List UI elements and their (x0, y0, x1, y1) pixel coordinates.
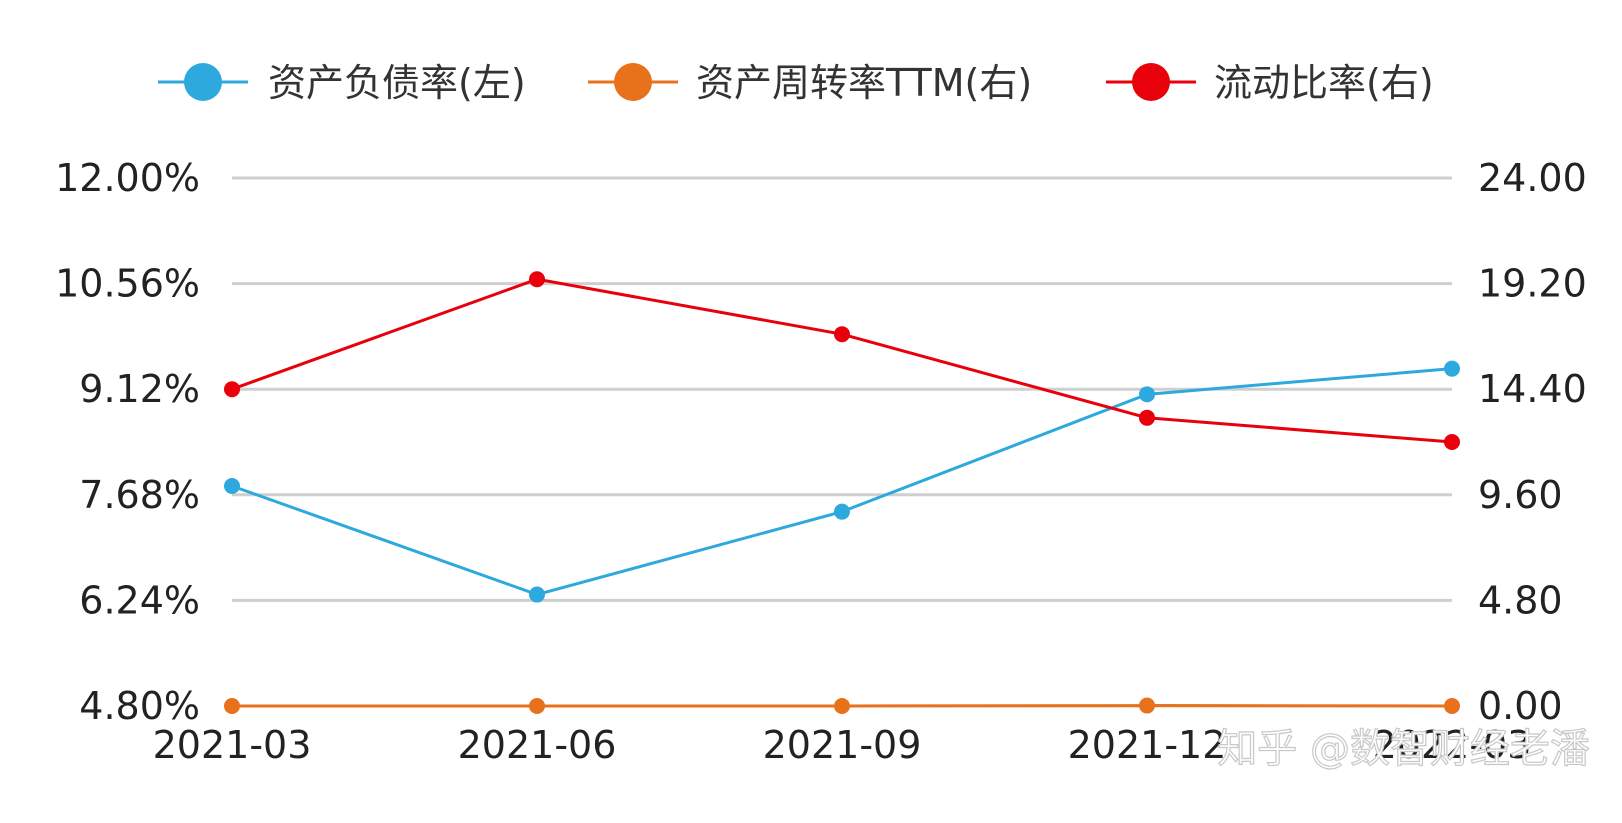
legend-item: 资产周转率TTM(右) (588, 61, 1032, 105)
series-line (231, 367, 1453, 597)
left-axis-tick-label: 10.56% (55, 262, 200, 306)
left-axis-tick-label: 6.24% (79, 578, 200, 622)
legend-label: 资产负债率(左) (268, 61, 526, 105)
left-axis-tick-label: 4.80% (79, 684, 200, 728)
data-point (224, 698, 240, 714)
right-axis-tick-label: 14.40 (1478, 367, 1587, 411)
series-line (231, 277, 1453, 444)
x-axis-ticks: 2021-03 2021-06 2021-09 2021-12 2022-03 (153, 723, 1532, 767)
right-axis-ticks: 0.00 4.80 9.60 14.40 19.20 24.00 (1478, 156, 1587, 728)
right-axis-tick-label: 0.00 (1478, 684, 1563, 728)
legend-marker (614, 63, 652, 101)
data-point (1444, 698, 1460, 714)
left-axis-ticks: 4.80% 6.24% 7.68% 9.12% 10.56% 12.00% (55, 156, 200, 728)
left-axis-tick-label: 7.68% (79, 473, 200, 517)
data-point (1444, 434, 1460, 450)
data-point (529, 698, 545, 714)
x-axis-tick-label: 2021-09 (763, 723, 922, 767)
data-point (1139, 386, 1155, 403)
legend-item: 资产负债率(左) (158, 61, 526, 105)
data-point (529, 271, 545, 288)
x-axis-tick-label: 2021-03 (153, 723, 312, 767)
series-2 (224, 271, 1460, 450)
legend: 资产负债率(左) 资产周转率TTM(右) 流动比率(右) (158, 61, 1434, 105)
data-point (224, 381, 240, 398)
left-axis-tick-label: 12.00% (55, 156, 200, 200)
legend-item: 流动比率(右) (1106, 61, 1434, 105)
right-axis-tick-label: 9.60 (1478, 473, 1563, 517)
legend-marker (184, 63, 222, 101)
right-axis-tick-label: 4.80 (1478, 578, 1563, 622)
series-1 (224, 697, 1460, 714)
data-point (224, 478, 240, 494)
watermark: 知乎 @数智财经老潘 (1217, 726, 1590, 772)
data-point (529, 586, 545, 603)
data-point (834, 503, 850, 520)
data-point (1444, 360, 1460, 377)
grid-lines (232, 176, 1452, 708)
x-axis-tick-label: 2021-12 (1068, 723, 1227, 767)
legend-marker (1132, 63, 1170, 101)
data-point (1139, 697, 1155, 714)
series-0 (224, 360, 1460, 603)
x-axis-tick-label: 2021-06 (458, 723, 617, 767)
data-point (1139, 409, 1155, 426)
series-group (224, 271, 1460, 714)
data-point (834, 698, 850, 714)
x-axis-tick-label: 2022-03 (1373, 723, 1532, 767)
legend-label: 流动比率(右) (1214, 61, 1434, 105)
data-point (834, 326, 850, 343)
right-axis-tick-label: 24.00 (1478, 156, 1587, 200)
left-axis-tick-label: 9.12% (79, 367, 200, 411)
right-axis-tick-label: 19.20 (1478, 262, 1587, 306)
legend-label: 资产周转率TTM(右) (696, 61, 1032, 105)
